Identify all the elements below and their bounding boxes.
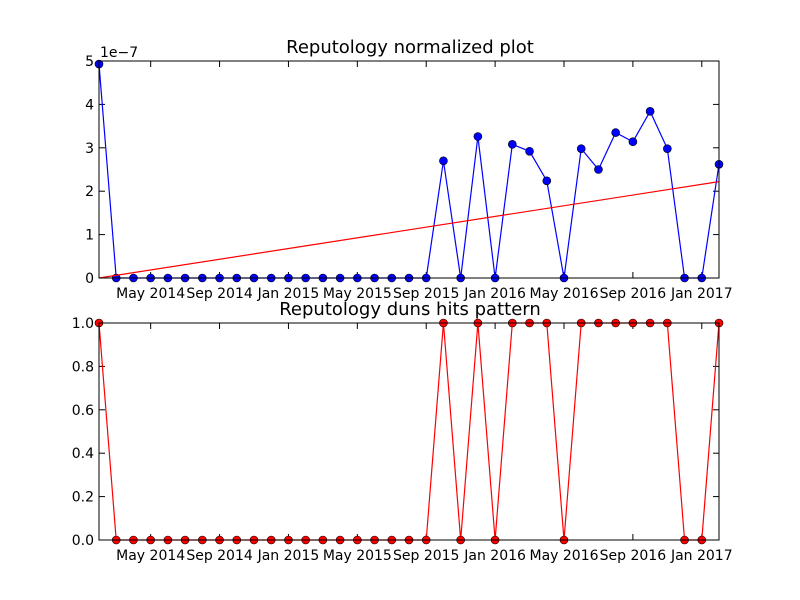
y-tick-label: 3 [85,141,94,157]
x-tick-label: Sep 2015 [393,286,459,302]
y-tick-label: 0 [85,271,94,287]
data-point [611,128,620,137]
x-tick-label: Jan 2017 [670,548,733,564]
chart-title: Reputology normalized plot [286,37,534,58]
series-line [98,181,720,279]
y-tick-label: 1 [85,228,94,244]
data-point [663,144,672,153]
x-tick-label: Sep 2014 [186,548,253,564]
x-tick-label: May 2016 [529,548,598,564]
data-point [645,107,655,116]
y-scale-offset-label: 1e−7 [100,45,138,61]
y-tick-label: 0.4 [72,446,94,462]
x-tick-label: May 2015 [323,286,392,302]
data-point [525,146,534,156]
x-tick-label: Sep 2016 [600,286,667,302]
axes-frame [98,60,720,279]
chart-title: Reputology duns hits pattern [279,299,541,320]
x-axis: May 2014 Sep 2014 Jan 2015 May 2015 Sep 2015… [116,323,733,564]
y-axis: 0.0 0.2 0.4 0.6 0.8 1.0 [72,316,719,549]
x-tick-label: Sep 2016 [600,548,667,564]
axes-frame [98,322,720,541]
normalized-plot-chart: Reputology normalized plot 1e−7 0 1 2 3 4 5 M… [85,37,733,302]
x-tick-label: Jan 2015 [257,286,320,302]
y-tick-label: 0.6 [72,403,94,419]
data-point [508,140,517,149]
x-tick-label: Sep 2014 [186,286,253,302]
x-tick-label: Jan 2016 [463,548,526,564]
x-tick-label: May 2015 [323,548,392,564]
data-point [439,156,448,166]
y-tick-label: 4 [85,97,94,113]
data-point [542,176,552,186]
y-axis: 0 1 2 3 4 5 [85,54,719,287]
y-tick-label: 1.0 [72,316,94,332]
x-tick-label: Jan 2016 [463,286,526,302]
x-tick-label: Sep 2015 [393,548,459,564]
x-tick-label: May 2014 [116,286,185,302]
duns-hits-pattern-chart: Reputology duns hits pattern 0.00.20.40.… [72,299,733,564]
y-tick-label: 0.2 [72,490,94,506]
y-tick-label: 5 [85,54,94,70]
y-tick-label: 0.8 [72,359,94,375]
data-point [473,132,483,141]
x-axis: May 2014 Sep 2014 Jan 2015 May 2015 Sep 2015… [116,61,733,302]
data-point [594,165,603,174]
y-tick-label: 0.0 [72,533,94,549]
x-tick-label: Jan 2015 [257,548,320,564]
data-point [576,144,586,153]
x-tick-label: May 2016 [529,286,598,302]
data-point [628,137,638,147]
x-tick-label: Jan 2017 [670,286,733,302]
x-tick-label: May 2014 [116,548,185,564]
y-tick-label: 2 [85,184,94,200]
